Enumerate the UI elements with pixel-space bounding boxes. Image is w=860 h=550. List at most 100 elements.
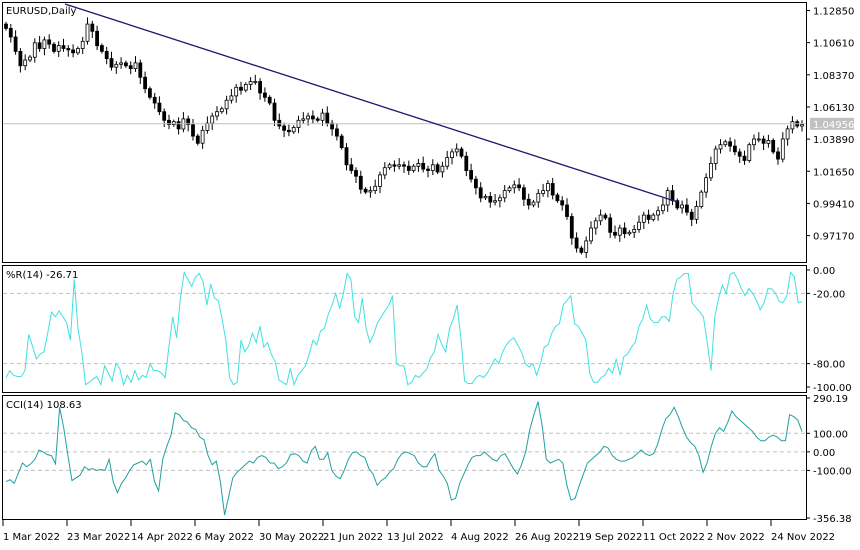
bid-price-label: 1.04956 xyxy=(813,120,854,131)
candle xyxy=(656,206,660,221)
candle xyxy=(421,156,426,173)
price-tick-label: 1.08370 xyxy=(813,71,854,82)
williams-r-panel-frame xyxy=(2,265,807,393)
candle xyxy=(584,236,589,258)
williams-r-panel[interactable]: %R(14) -26.71 0.00 -20.00 -80.00 -100.00 xyxy=(2,265,852,395)
candle xyxy=(200,125,205,149)
price-panel-frame xyxy=(2,2,807,263)
candle xyxy=(95,25,99,51)
time-tick-label: 13 Jul 2022 xyxy=(387,532,444,543)
axis-tick-label: -20.00 xyxy=(813,289,845,300)
candle xyxy=(330,119,335,136)
candle xyxy=(143,71,148,94)
candle xyxy=(440,161,445,178)
candle xyxy=(4,21,8,31)
candle xyxy=(411,164,416,173)
candle xyxy=(526,193,531,210)
candle xyxy=(320,108,325,126)
trendline[interactable] xyxy=(64,3,679,203)
candle xyxy=(785,125,790,146)
candle xyxy=(109,51,114,71)
candle xyxy=(18,48,23,73)
time-tick-label: 14 Apr 2022 xyxy=(131,532,193,543)
candle xyxy=(675,198,680,210)
candle xyxy=(229,89,234,104)
candle xyxy=(363,187,368,195)
bid-price-label-bg xyxy=(810,117,854,130)
candle xyxy=(426,165,430,178)
axis-tick-label: 0.00 xyxy=(813,266,835,277)
candle xyxy=(90,20,95,38)
chart-title: EURUSD,Daily xyxy=(6,6,77,17)
candle xyxy=(723,139,728,147)
candle xyxy=(555,192,560,203)
candle xyxy=(23,54,28,71)
candle xyxy=(267,95,272,106)
candle xyxy=(603,212,608,221)
candle xyxy=(435,162,440,175)
candle xyxy=(205,116,210,134)
candle xyxy=(387,162,392,170)
candle xyxy=(176,117,181,135)
candle xyxy=(147,86,152,100)
candle xyxy=(152,92,157,109)
candle xyxy=(42,36,47,56)
candle xyxy=(661,198,665,215)
cci-panel[interactable]: CCI(14) 108.63 290.19 100.00 0.00 -100.00 -3… xyxy=(2,394,852,525)
cci-levels xyxy=(3,432,806,471)
candlestick-series xyxy=(4,17,804,258)
candle xyxy=(579,245,584,255)
candle xyxy=(282,122,287,138)
candle xyxy=(61,38,66,52)
candle xyxy=(243,82,248,93)
candle xyxy=(32,38,37,63)
williams-r-label: %R(14) -26.71 xyxy=(6,270,78,281)
candle xyxy=(349,158,354,174)
price-tick-label: 1.12850 xyxy=(813,6,854,17)
candle xyxy=(272,98,277,126)
time-axis[interactable]: 1 Mar 2022 23 Mar 2022 14 Apr 2022 6 May 20… xyxy=(2,520,835,543)
candle xyxy=(522,184,526,206)
candle xyxy=(718,139,723,154)
candle xyxy=(104,46,109,65)
candle xyxy=(709,156,713,181)
candle xyxy=(119,57,123,69)
cci-panel-frame xyxy=(2,395,807,520)
candle xyxy=(219,106,224,114)
candle xyxy=(315,116,320,123)
candle xyxy=(632,225,637,238)
candle xyxy=(637,215,641,233)
price-tick-label: 0.99410 xyxy=(813,199,854,210)
candle xyxy=(8,24,13,43)
candle xyxy=(234,84,239,103)
axis-tick-label: 290.19 xyxy=(813,394,848,405)
cci-label: CCI(14) 108.63 xyxy=(6,400,82,411)
candle xyxy=(617,224,622,242)
candle xyxy=(262,87,267,102)
candle xyxy=(195,133,200,146)
axis-tick-label: -100.00 xyxy=(813,466,852,477)
candle xyxy=(641,211,646,229)
candle xyxy=(301,112,306,124)
axis-tick-label: -80.00 xyxy=(813,360,845,371)
candle xyxy=(541,183,545,197)
price-axis[interactable]: 1.12850 1.10610 1.08370 1.06130 1.03890 1.016… xyxy=(806,2,854,263)
candle xyxy=(430,159,435,175)
candle xyxy=(689,208,694,227)
candle xyxy=(406,160,411,175)
candle xyxy=(210,112,215,130)
candle xyxy=(646,209,651,224)
time-tick-label: 1 Mar 2022 xyxy=(3,532,60,543)
candle xyxy=(454,143,459,157)
candle xyxy=(402,161,406,173)
candle xyxy=(651,212,656,222)
candle xyxy=(699,189,704,209)
price-panel[interactable]: EURUSD,Daily 1.12850 1.10610 1.08370 1.0613… xyxy=(2,2,855,263)
candle xyxy=(128,61,133,75)
cci-line xyxy=(5,401,803,516)
candle xyxy=(589,221,593,245)
time-tick-label: 30 May 2022 xyxy=(259,532,324,543)
candle xyxy=(569,213,574,245)
candle xyxy=(52,42,56,54)
